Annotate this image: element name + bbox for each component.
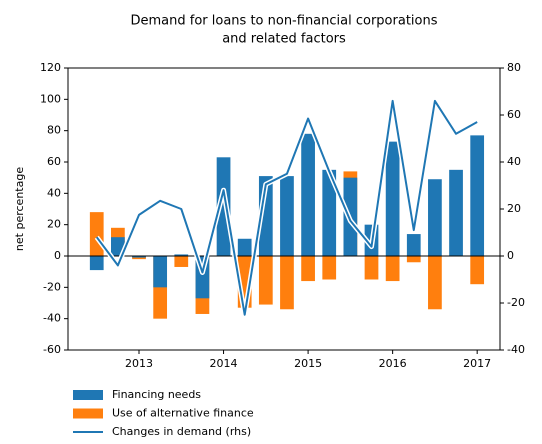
legend-swatch	[73, 390, 103, 400]
legend-label: Use of alternative finance	[112, 407, 254, 420]
bar	[322, 169, 337, 256]
bar	[322, 256, 337, 280]
y-tick-label: 20	[47, 218, 61, 231]
bar	[364, 256, 379, 280]
line	[95, 99, 478, 316]
bar	[428, 179, 442, 256]
bar	[449, 169, 463, 256]
bar	[174, 254, 189, 256]
bar	[89, 212, 104, 256]
bar	[216, 157, 231, 256]
y-tick-label: 120	[40, 61, 61, 74]
chart-title: and related factors	[222, 32, 346, 47]
y-tick-label: 100	[40, 92, 61, 105]
y-axis-label: net percentage	[13, 167, 26, 251]
bar	[258, 256, 273, 305]
bar	[301, 256, 315, 282]
x-tick-label: 2017	[463, 357, 491, 370]
x-tick-label: 2014	[210, 357, 238, 370]
legend-label: Changes in demand (rhs)	[112, 425, 251, 438]
y2-tick-label: 80	[507, 61, 521, 74]
bar	[428, 256, 442, 310]
legend-swatch	[73, 408, 103, 419]
bar	[470, 135, 485, 256]
y-tick-label: 0	[54, 249, 61, 262]
y2-tick-label: 60	[507, 108, 521, 121]
bar	[406, 256, 421, 263]
bar	[406, 234, 421, 256]
bar	[153, 256, 168, 288]
y2-tick-label: 0	[507, 249, 514, 262]
bar	[89, 256, 104, 271]
y-tick-label: 60	[47, 155, 61, 168]
bar	[174, 256, 189, 267]
bar	[470, 256, 485, 285]
y-tick-label: 80	[47, 124, 61, 137]
bar	[132, 256, 146, 258]
bar	[280, 176, 294, 256]
x-tick-label: 2016	[379, 357, 407, 370]
bar	[280, 256, 294, 310]
x-tick-label: 2015	[294, 357, 322, 370]
y2-tick-label: -20	[507, 296, 525, 309]
bar	[385, 141, 400, 256]
bar	[237, 238, 252, 256]
legend-label: Financing needs	[112, 388, 201, 401]
y-tick-label: -20	[43, 280, 61, 293]
y-tick-label: -40	[43, 312, 61, 325]
y2-tick-label: 20	[507, 202, 521, 215]
bar	[385, 256, 400, 282]
x-tick-label: 2013	[125, 357, 153, 370]
y-tick-label: -60	[43, 343, 61, 356]
y-tick-label: 40	[47, 186, 61, 199]
axes-frame	[67, 67, 501, 351]
chart-title: Demand for loans to non-financial corpor…	[131, 14, 438, 29]
y2-tick-label: 40	[507, 155, 521, 168]
bar	[301, 133, 315, 256]
y2-tick-label: -40	[507, 343, 525, 356]
